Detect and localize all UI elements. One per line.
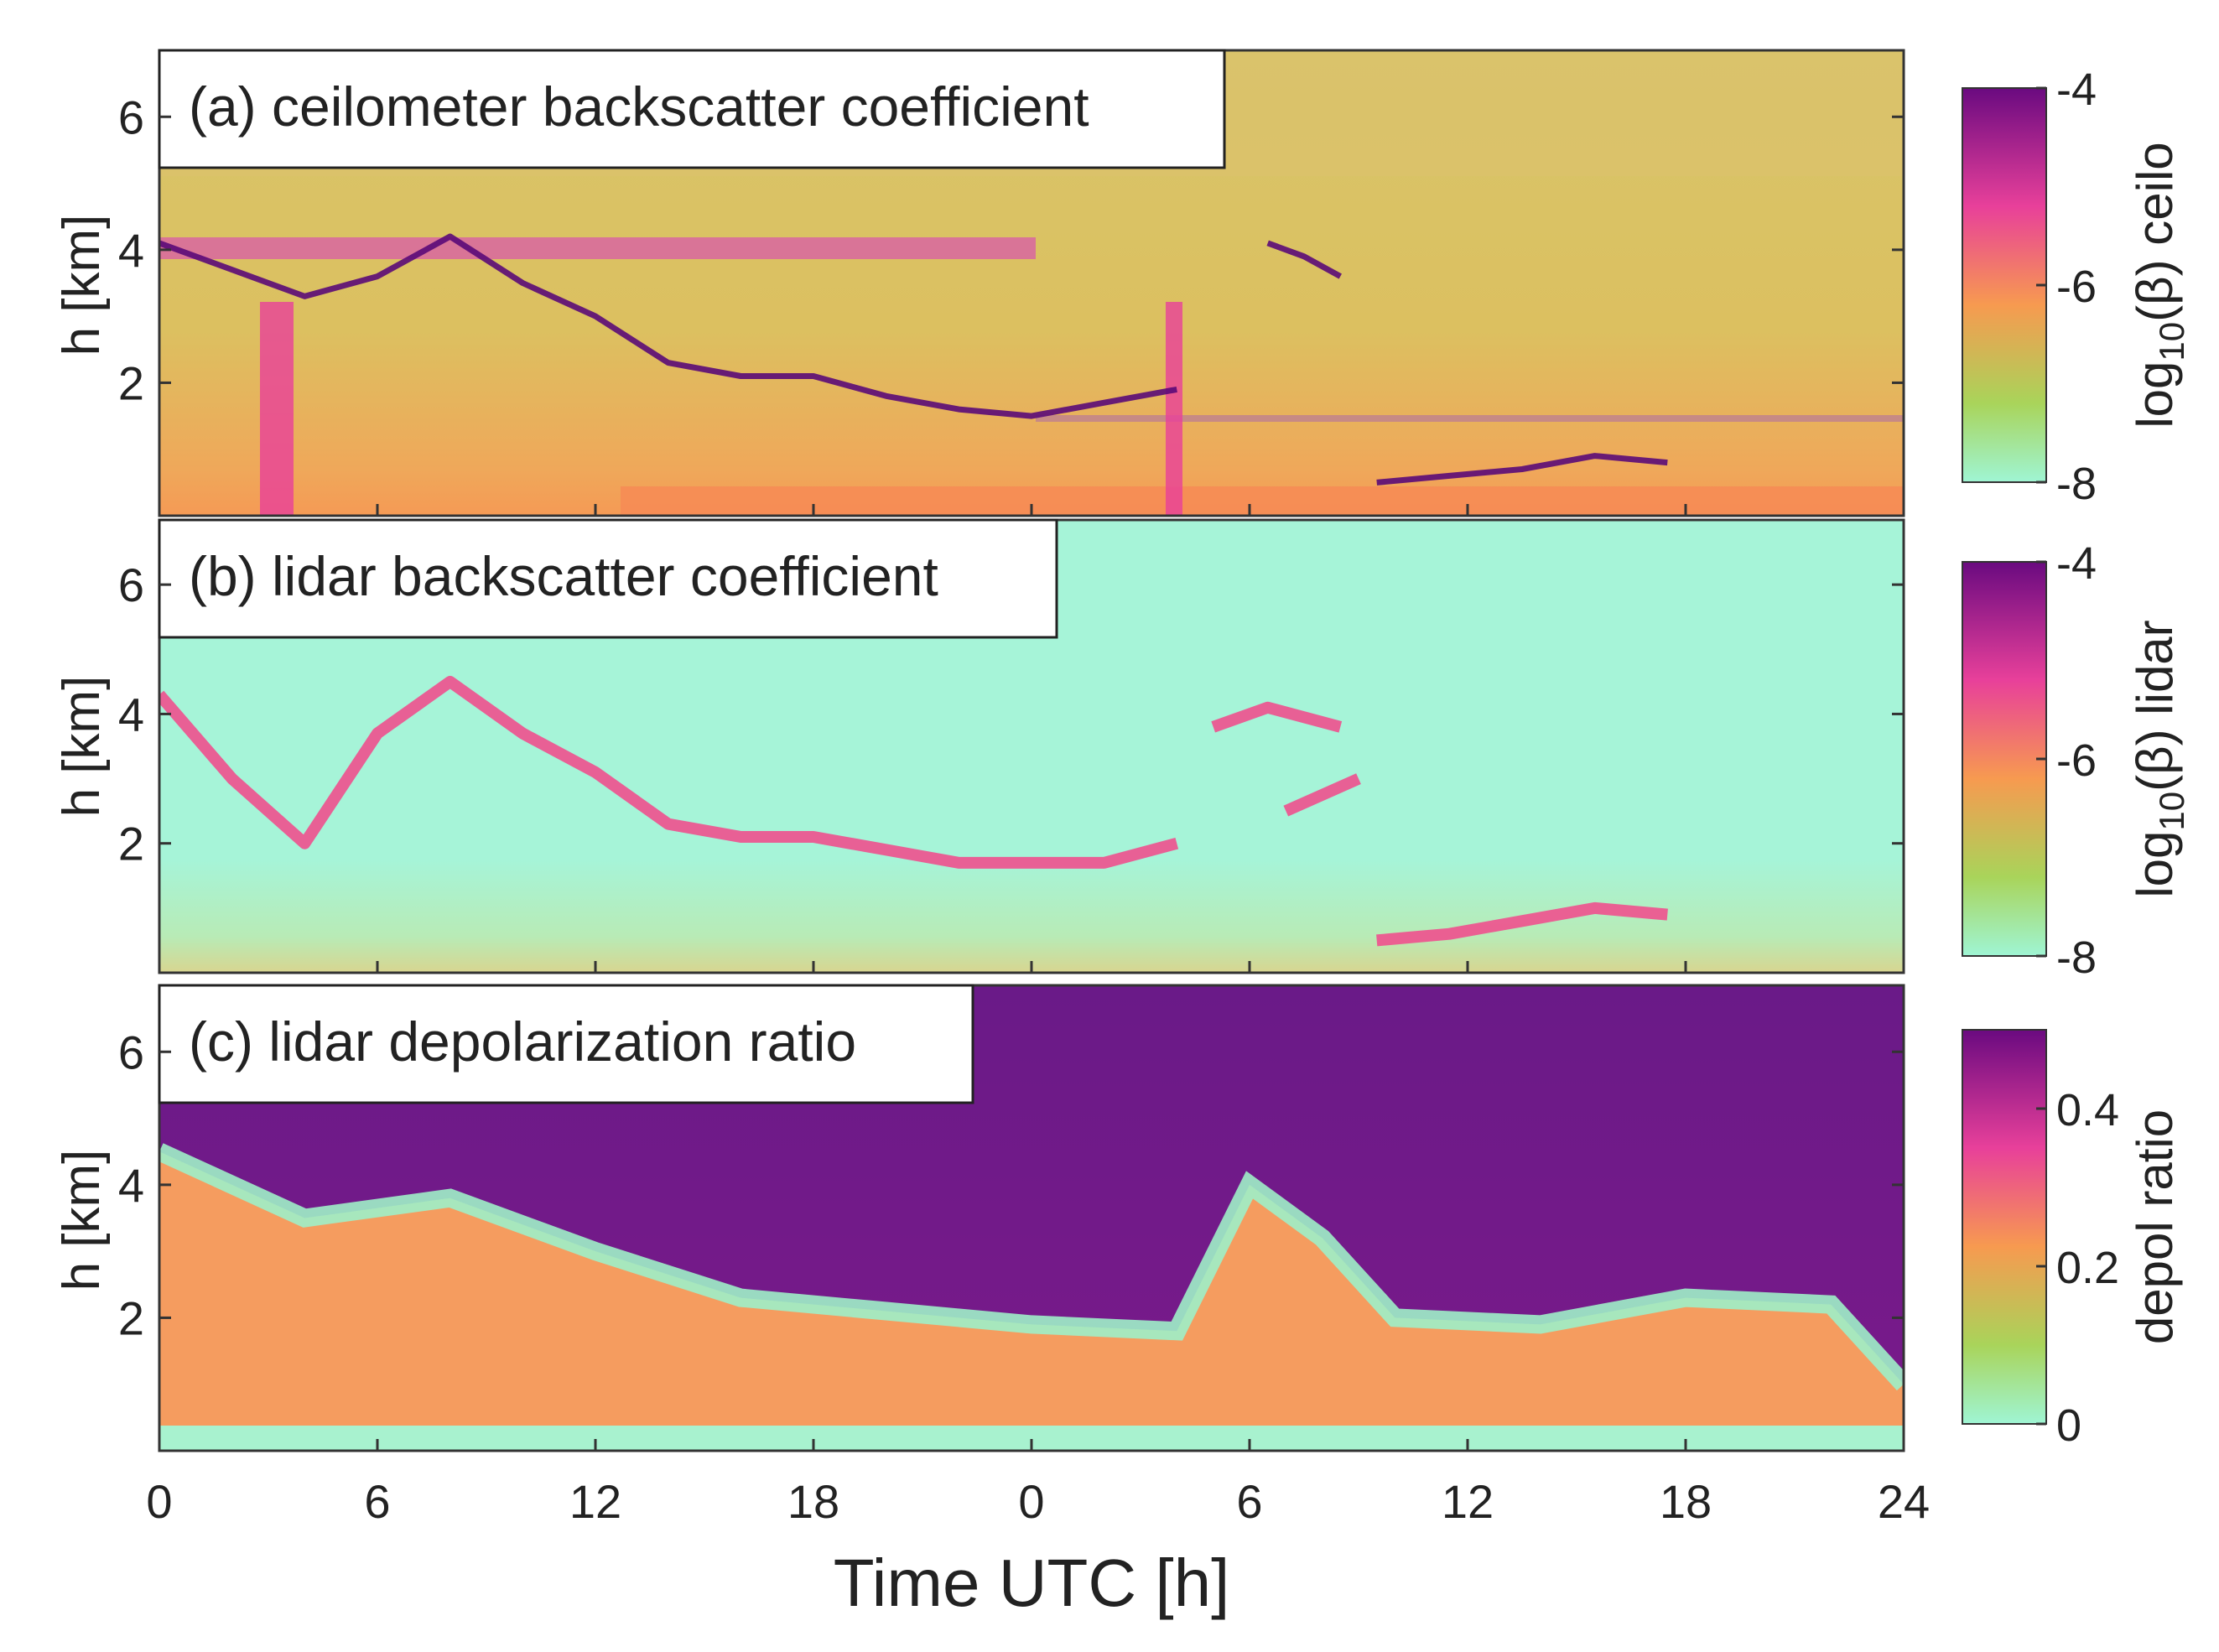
x-tick-label: 6 (1236, 1475, 1262, 1528)
colorbar-tick-label: -4 (2056, 65, 2097, 115)
cloud-layer-b-1 (1211, 701, 1343, 733)
panel-b-y-title: h [km] (53, 676, 111, 818)
panel-b-title-box (158, 518, 1058, 639)
x-tick-label: 18 (1660, 1475, 1712, 1528)
y-tick-label: 2 (118, 1291, 144, 1344)
y-tick-label: 6 (118, 558, 144, 611)
x-tick-label: 0 (1018, 1475, 1044, 1528)
colorbar-a (1962, 87, 2047, 483)
y-tick-label: 6 (118, 1026, 144, 1078)
x-tick-label: 6 (364, 1475, 390, 1528)
colorbar-b-title-prefix: log (2127, 831, 2183, 898)
colorbar-tick-label: 0.4 (2056, 1085, 2119, 1135)
colorbar-tick-label: -4 (2056, 538, 2097, 589)
x-tick-label: 18 (787, 1475, 839, 1528)
cloud-layer-b-3 (1376, 901, 1668, 947)
panel-c-y-title: h [km] (53, 1150, 111, 1291)
x-axis-title: Time UTC [h] (834, 1546, 1230, 1620)
x-axis: 0 6 12 18 0 6 12 18 24 (146, 504, 1930, 1528)
panel-a-y-title: h [km] (53, 215, 111, 356)
colorbar-c-title: depol ratio (2127, 1109, 2183, 1344)
colorbar-b-title-suffix: (β) lidar (2127, 620, 2183, 792)
cloud-layer-a-2 (1376, 453, 1668, 486)
colorbar-a-title-suffix: (β) ceilo (2127, 142, 2183, 322)
colorbar-tick-label: -8 (2056, 459, 2097, 509)
panel-b-title: (b) lidar backscatter coefficient (189, 545, 938, 607)
x-tick-label: 12 (569, 1475, 621, 1528)
y-tick-label: 4 (118, 1159, 144, 1212)
cloud-layer-a-0 (159, 233, 1177, 419)
colorbar-tick-label: -6 (2056, 262, 2097, 312)
y-tick-label: 2 (118, 356, 144, 409)
colorbar-a-title: log10(β) ceilo (2127, 142, 2191, 428)
colorbar-a-title-sub: 10 (2152, 322, 2191, 361)
colorbar-tick-label: 0 (2056, 1400, 2081, 1451)
cloud-layer-b-2 (1283, 773, 1361, 817)
colorbar-tick-label: -6 (2056, 735, 2097, 786)
cloud-layer-a-1 (1266, 240, 1342, 279)
panel-c-title-box (158, 984, 974, 1104)
y-tick-label: 6 (118, 91, 144, 143)
x-tick-label: 0 (146, 1475, 172, 1528)
colorbar-b-title: log10(β) lidar (2127, 620, 2191, 897)
cloud-layer-b-0 (159, 675, 1179, 869)
panel-b-cloud-layers (159, 675, 1668, 947)
colorbar-b (1962, 561, 2047, 957)
colorbar-c (1962, 1029, 2047, 1425)
panel-a-title-box (158, 49, 1226, 169)
y-axes: 2 4 6 2 4 6 2 4 6 (118, 91, 1904, 1344)
y-tick-label: 2 (118, 818, 144, 870)
x-tick-label: 24 (1878, 1475, 1930, 1528)
colorbar-ticks: -4 -6 -8 -4 -6 -8 0.4 0.2 0 (2036, 65, 2119, 1451)
panel-a-title: (a) ceilometer backscatter coefficient (189, 75, 1089, 138)
panel-a-cloud-layers (159, 233, 1668, 486)
colorbar-tick-label: -8 (2056, 932, 2097, 983)
panel-c-title: (c) lidar depolarization ratio (189, 1010, 856, 1073)
x-tick-label: 12 (1442, 1475, 1494, 1528)
colorbar-b-title-sub: 10 (2152, 792, 2191, 831)
y-tick-label: 4 (118, 688, 144, 740)
colorbar-a-title-prefix: log (2127, 361, 2183, 429)
y-tick-label: 4 (118, 224, 144, 277)
colorbar-tick-label: 0.2 (2056, 1243, 2119, 1293)
